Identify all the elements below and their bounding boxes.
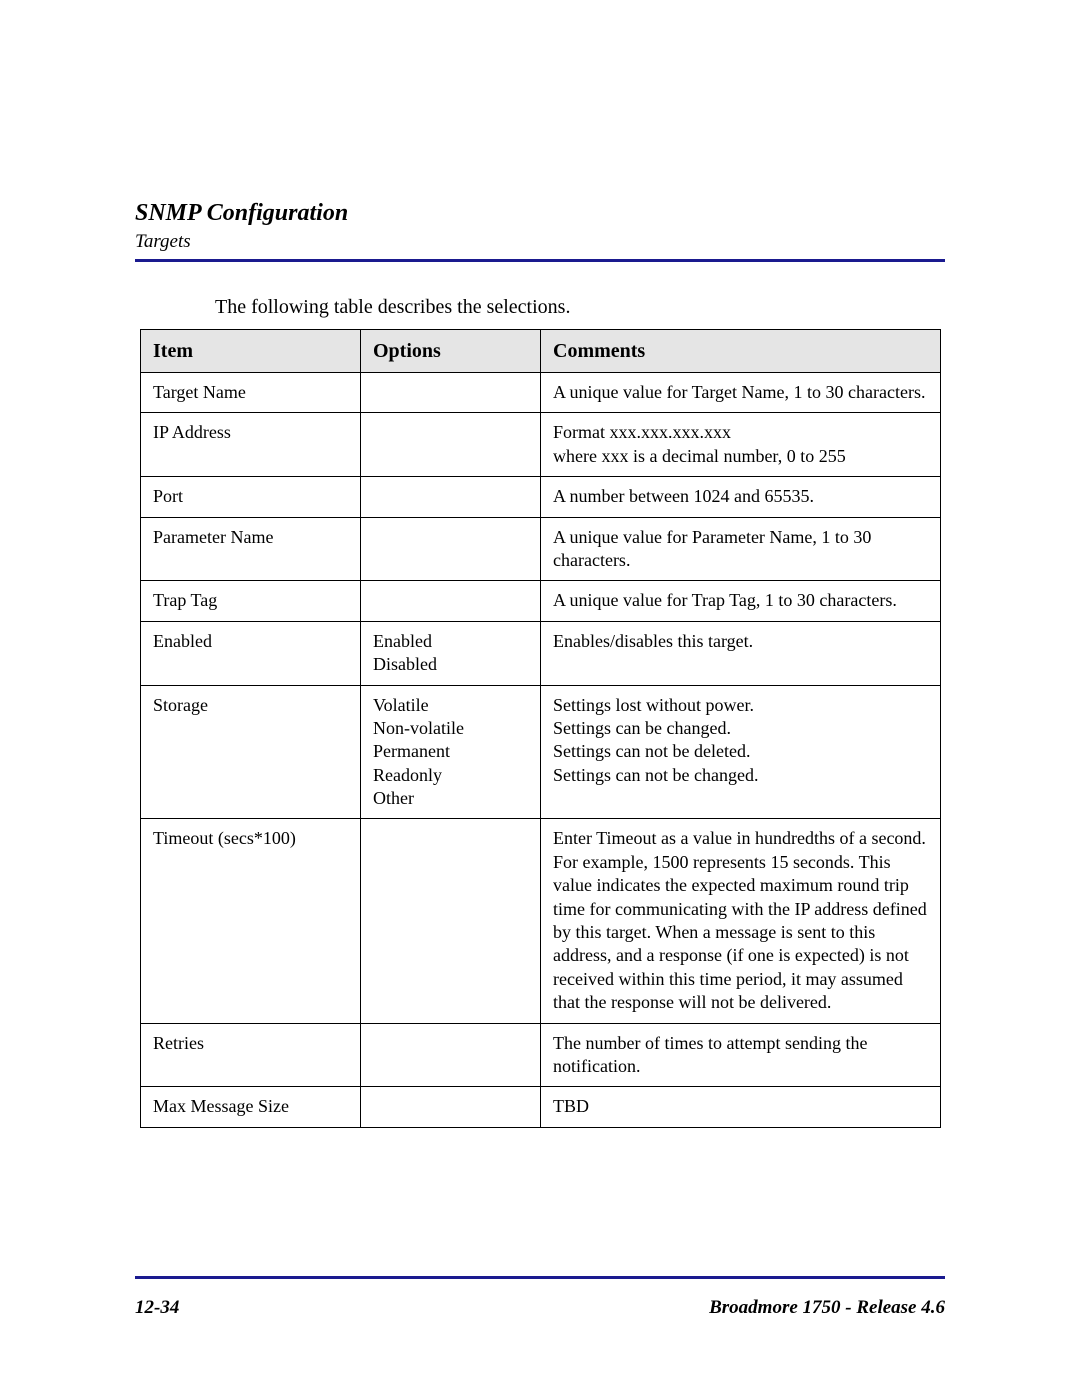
section-title: SNMP Configuration <box>135 200 945 227</box>
footer-rule <box>135 1276 945 1279</box>
cell-comments: Settings lost without power.Settings can… <box>541 685 941 819</box>
option-line: Disabled <box>373 653 530 676</box>
table-row: Target Name A unique value for Target Nam… <box>141 373 941 413</box>
page-header: SNMP Configuration Targets <box>135 200 945 262</box>
table-row: Trap Tag A unique value for Trap Tag, 1 t… <box>141 581 941 621</box>
comment-line: Enter Timeout as a value in hundredths o… <box>553 827 930 1014</box>
comment-line: A unique value for Trap Tag, 1 to 30 cha… <box>553 589 930 612</box>
option-line: Enabled <box>373 630 530 653</box>
comment-line: Format xxx.xxx.xxx.xxx <box>553 421 930 444</box>
cell-item: Port <box>141 477 361 517</box>
cell-comments: Format xxx.xxx.xxx.xxxwhere xxx is a dec… <box>541 413 941 477</box>
col-header-item: Item <box>141 330 361 373</box>
cell-item: Parameter Name <box>141 517 361 581</box>
intro-text: The following table describes the select… <box>215 296 945 319</box>
cell-options <box>361 1087 541 1127</box>
comment-line: The number of times to attempt sending t… <box>553 1032 930 1079</box>
option-line: Volatile <box>373 694 530 717</box>
comment-line: Enables/disables this target. <box>553 630 930 653</box>
cell-item: Enabled <box>141 621 361 685</box>
cell-options <box>361 373 541 413</box>
col-header-comments: Comments <box>541 330 941 373</box>
cell-options <box>361 819 541 1023</box>
cell-options <box>361 1023 541 1087</box>
cell-options <box>361 413 541 477</box>
cell-item: Trap Tag <box>141 581 361 621</box>
option-line: Other <box>373 787 530 810</box>
header-rule <box>135 259 945 262</box>
cell-item: Retries <box>141 1023 361 1087</box>
footer-release: Broadmore 1750 - Release 4.6 <box>709 1297 945 1319</box>
cell-comments: The number of times to attempt sending t… <box>541 1023 941 1087</box>
option-line: Readonly <box>373 764 530 787</box>
table-row: EnabledEnabledDisabledEnables/disables t… <box>141 621 941 685</box>
comment-line: Settings can not be deleted. <box>553 740 930 763</box>
comment-line: TBD <box>553 1095 930 1118</box>
col-header-options: Options <box>361 330 541 373</box>
comment-line: A unique value for Target Name, 1 to 30 … <box>553 381 930 404</box>
cell-options <box>361 477 541 517</box>
cell-comments: Enter Timeout as a value in hundredths o… <box>541 819 941 1023</box>
table-row: Retries The number of times to attempt se… <box>141 1023 941 1087</box>
table-row: IP Address Format xxx.xxx.xxx.xxxwhere xx… <box>141 413 941 477</box>
cell-item: IP Address <box>141 413 361 477</box>
cell-comments: TBD <box>541 1087 941 1127</box>
cell-item: Timeout (secs*100) <box>141 819 361 1023</box>
document-page: SNMP Configuration Targets The following… <box>0 0 1080 1397</box>
table-row: Timeout (secs*100) Enter Timeout as a val… <box>141 819 941 1023</box>
option-line: Permanent <box>373 740 530 763</box>
cell-comments: A unique value for Parameter Name, 1 to … <box>541 517 941 581</box>
cell-item: Target Name <box>141 373 361 413</box>
table-body: Target Name A unique value for Target Nam… <box>141 373 941 1128</box>
cell-comments: Enables/disables this target. <box>541 621 941 685</box>
comment-line: A number between 1024 and 65535. <box>553 485 930 508</box>
comment-line: A unique value for Parameter Name, 1 to … <box>553 526 930 573</box>
cell-options <box>361 581 541 621</box>
table-row: Port A number between 1024 and 65535. <box>141 477 941 517</box>
comment-line: Settings can be changed. <box>553 717 930 740</box>
cell-item: Max Message Size <box>141 1087 361 1127</box>
cell-options: EnabledDisabled <box>361 621 541 685</box>
page-footer: 12-34 Broadmore 1750 - Release 4.6 <box>135 1297 945 1319</box>
section-subtitle: Targets <box>135 231 945 253</box>
table-row: Max Message Size TBD <box>141 1087 941 1127</box>
cell-comments: A unique value for Trap Tag, 1 to 30 cha… <box>541 581 941 621</box>
comment-line: Settings lost without power. <box>553 694 930 717</box>
table-row: Parameter Name A unique value for Paramet… <box>141 517 941 581</box>
cell-options: VolatileNon-volatilePermanentReadonlyOth… <box>361 685 541 819</box>
selections-table: Item Options Comments Target Name A uniqu… <box>140 329 941 1128</box>
cell-comments: A unique value for Target Name, 1 to 30 … <box>541 373 941 413</box>
comment-line: where xxx is a decimal number, 0 to 255 <box>553 445 930 468</box>
comment-line: Settings can not be changed. <box>553 764 930 787</box>
cell-options <box>361 517 541 581</box>
option-line: Non-volatile <box>373 717 530 740</box>
table-row: StorageVolatileNon-volatilePermanentRead… <box>141 685 941 819</box>
cell-item: Storage <box>141 685 361 819</box>
cell-comments: A number between 1024 and 65535. <box>541 477 941 517</box>
footer-page-number: 12-34 <box>135 1297 179 1319</box>
table-header-row: Item Options Comments <box>141 330 941 373</box>
